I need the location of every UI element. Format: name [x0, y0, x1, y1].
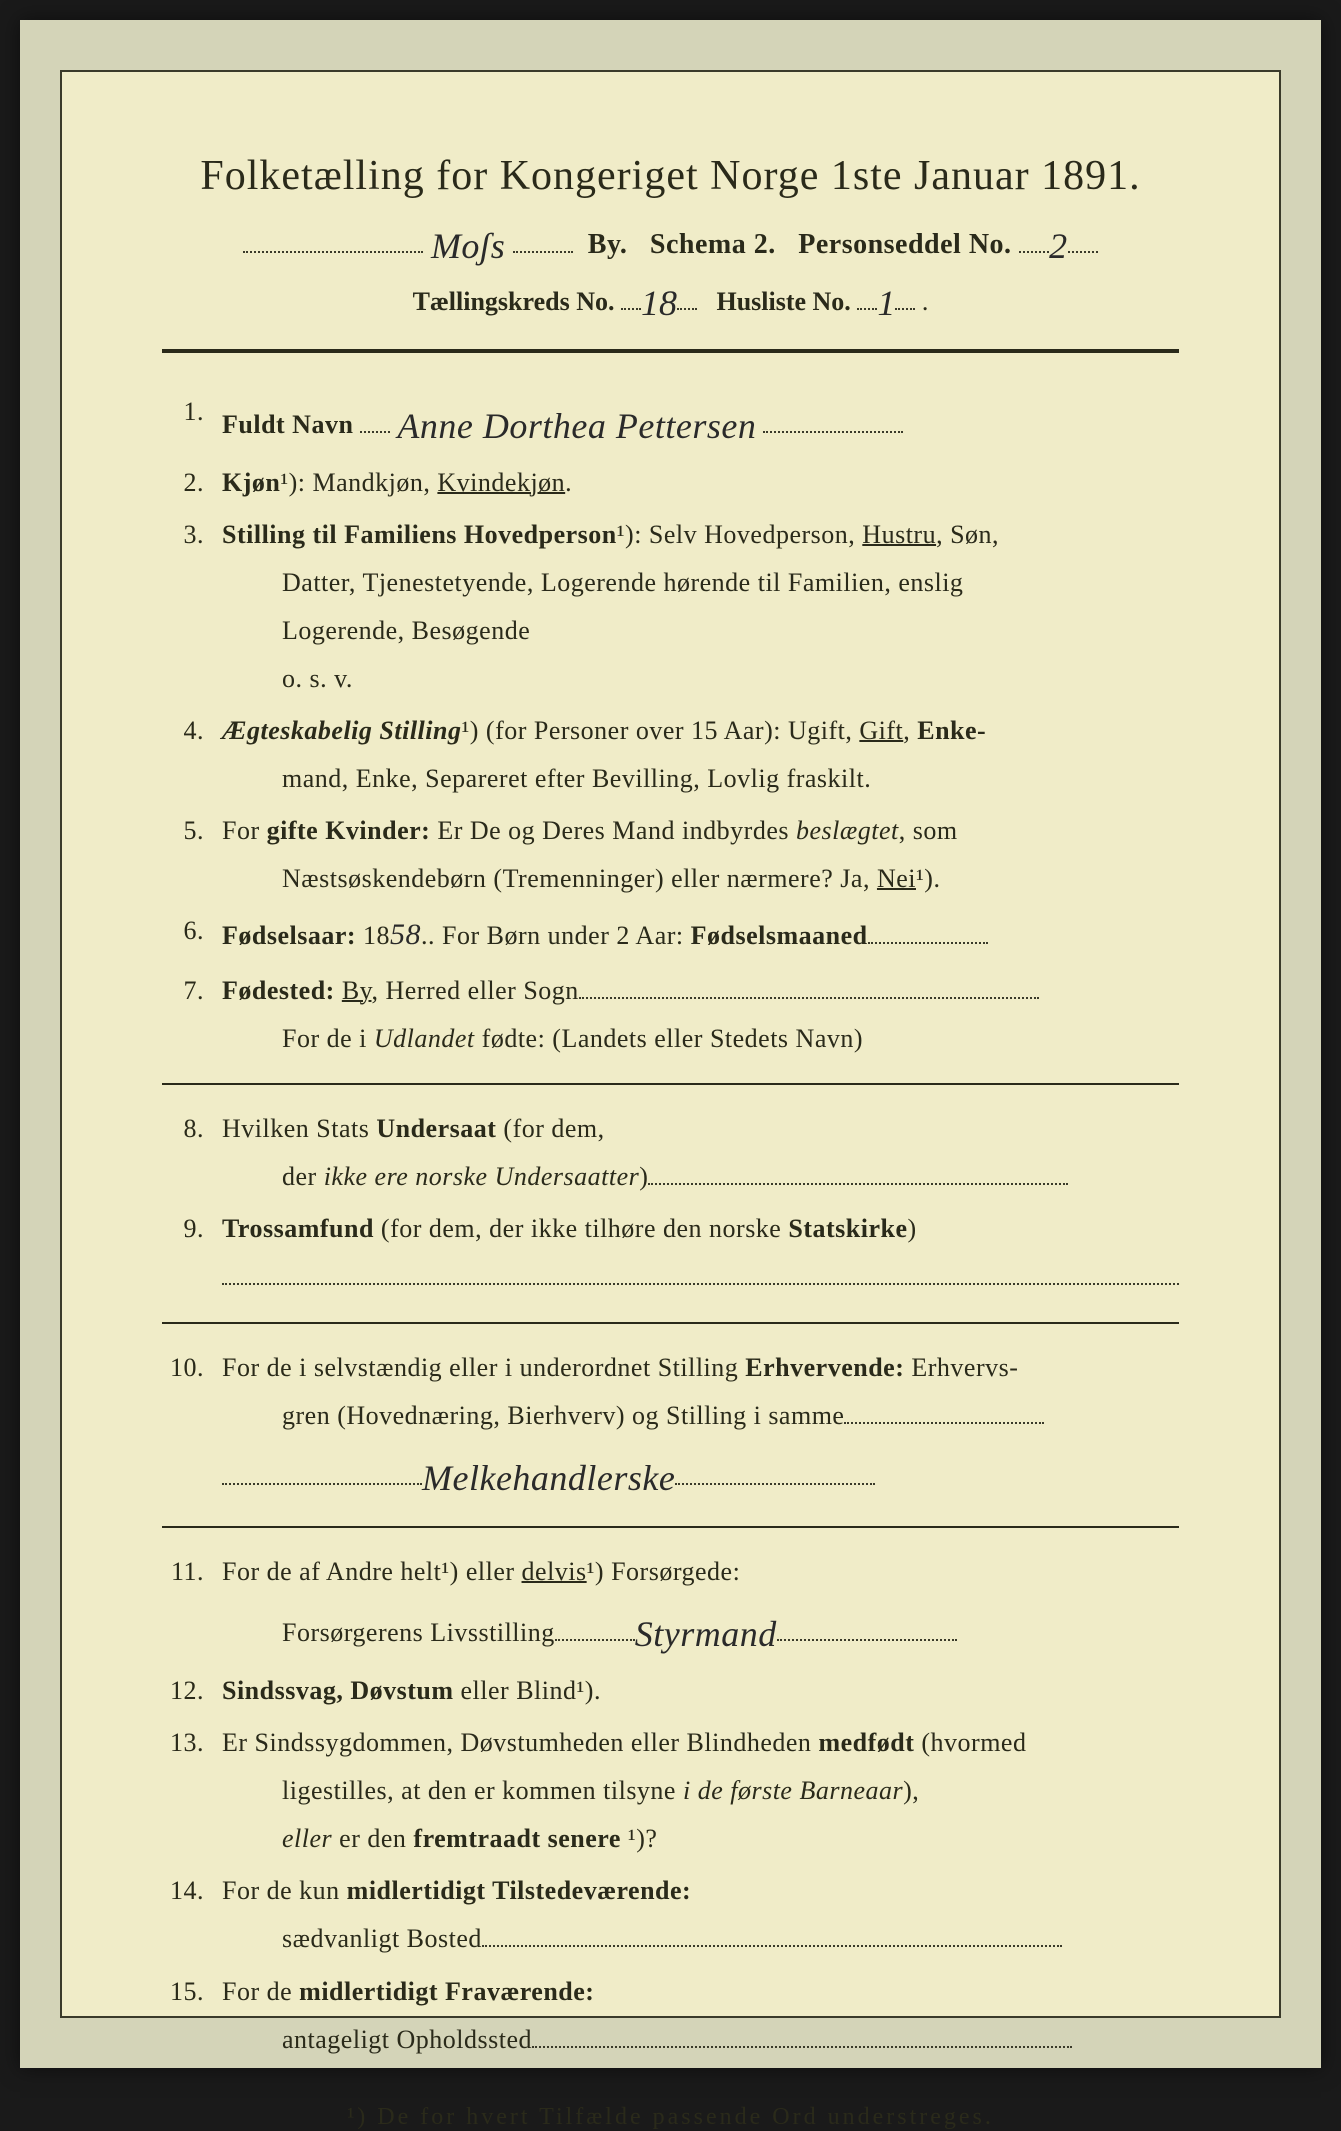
item-10: 10. For de i selvstændig eller i underor…	[162, 1344, 1179, 1507]
person-no: 2	[1049, 226, 1068, 266]
item-1: 1. Fuldt Navn Anne Dorthea Pettersen	[162, 388, 1179, 455]
provider-occupation: Styrmand	[635, 1614, 777, 1654]
subtitle-row-1: Moʃs By. Schema 2. Personseddel No. 2	[162, 220, 1179, 262]
item-15: 15. For de midlertidigt Fraværende: anta…	[162, 1968, 1179, 2064]
hustru: Hustru	[862, 520, 936, 549]
nei: Nei	[877, 864, 916, 893]
item-2: 2. Kjøn¹): Mandkjøn, Kvindekjøn.	[162, 459, 1179, 507]
by-label: By.	[588, 229, 628, 260]
kreds-no: 18	[641, 283, 677, 323]
rule-1	[162, 349, 1179, 353]
name-value: Anne Dorthea Pettersen	[397, 406, 756, 446]
label-9: Trossamfund	[222, 1214, 374, 1243]
item-5: 5. For gifte Kvinder: Er De og Deres Man…	[162, 807, 1179, 903]
person-label: Personseddel No.	[798, 229, 1011, 260]
item-3: 3. Stilling til Familiens Hovedperson¹):…	[162, 511, 1179, 703]
kreds-label: Tællingskreds No.	[413, 287, 615, 316]
subtitle-row-2: Tællingskreds No. 18 Husliste No. 1 .	[162, 277, 1179, 319]
item-12: 12. Sindssvag, Døvstum eller Blind¹).	[162, 1667, 1179, 1715]
item-9: 9. Trossamfund (for dem, der ikke tilhør…	[162, 1205, 1179, 1301]
husliste-no: 1	[877, 283, 895, 323]
main-title: Folketælling for Kongeriget Norge 1ste J…	[162, 152, 1179, 200]
item-13: 13. Er Sindssygdommen, Døvstumheden elle…	[162, 1719, 1179, 1863]
item-7: 7. Fødested: By, Herred eller Sogn For d…	[162, 967, 1179, 1063]
label-6: Fødselsaar:	[222, 921, 356, 950]
item-11: 11. For de af Andre helt¹) eller delvis¹…	[162, 1548, 1179, 1663]
husliste-label: Husliste No.	[716, 287, 850, 316]
item-14: 14. For de kun midlertidigt Tilstedevære…	[162, 1867, 1179, 1963]
gift: Gift	[859, 716, 903, 745]
item-8: 8. Hvilken Stats Undersaat (for dem, der…	[162, 1105, 1179, 1201]
footnote: ¹) De for hvert Tilfælde passende Ord un…	[162, 2104, 1179, 2131]
by-underlined: By	[342, 976, 372, 1005]
city-handwritten: Moʃs	[431, 226, 505, 266]
label-1: Fuldt Navn	[222, 410, 353, 439]
label-4: Ægteskabelig Stilling	[222, 716, 461, 745]
kvindekjon: Kvindekjøn	[437, 468, 565, 497]
label-7: Fødested:	[222, 976, 335, 1005]
label-3: Stilling til Familiens Hovedperson	[222, 520, 617, 549]
rule-4	[162, 1526, 1179, 1528]
occupation: Melkehandlerske	[422, 1458, 675, 1498]
document-page: Folketælling for Kongeriget Norge 1ste J…	[20, 20, 1321, 2068]
label-2: Kjøn	[222, 468, 280, 497]
item-6: 6. Fødselsaar: 1858.. For Børn under 2 A…	[162, 907, 1179, 963]
birth-year: 58	[390, 918, 421, 951]
form-inner: Folketælling for Kongeriget Norge 1ste J…	[60, 70, 1281, 2018]
schema-label: Schema 2.	[650, 229, 776, 260]
rule-3	[162, 1322, 1179, 1324]
item-4: 4. Ægteskabelig Stilling¹) (for Personer…	[162, 707, 1179, 803]
rule-2	[162, 1083, 1179, 1085]
